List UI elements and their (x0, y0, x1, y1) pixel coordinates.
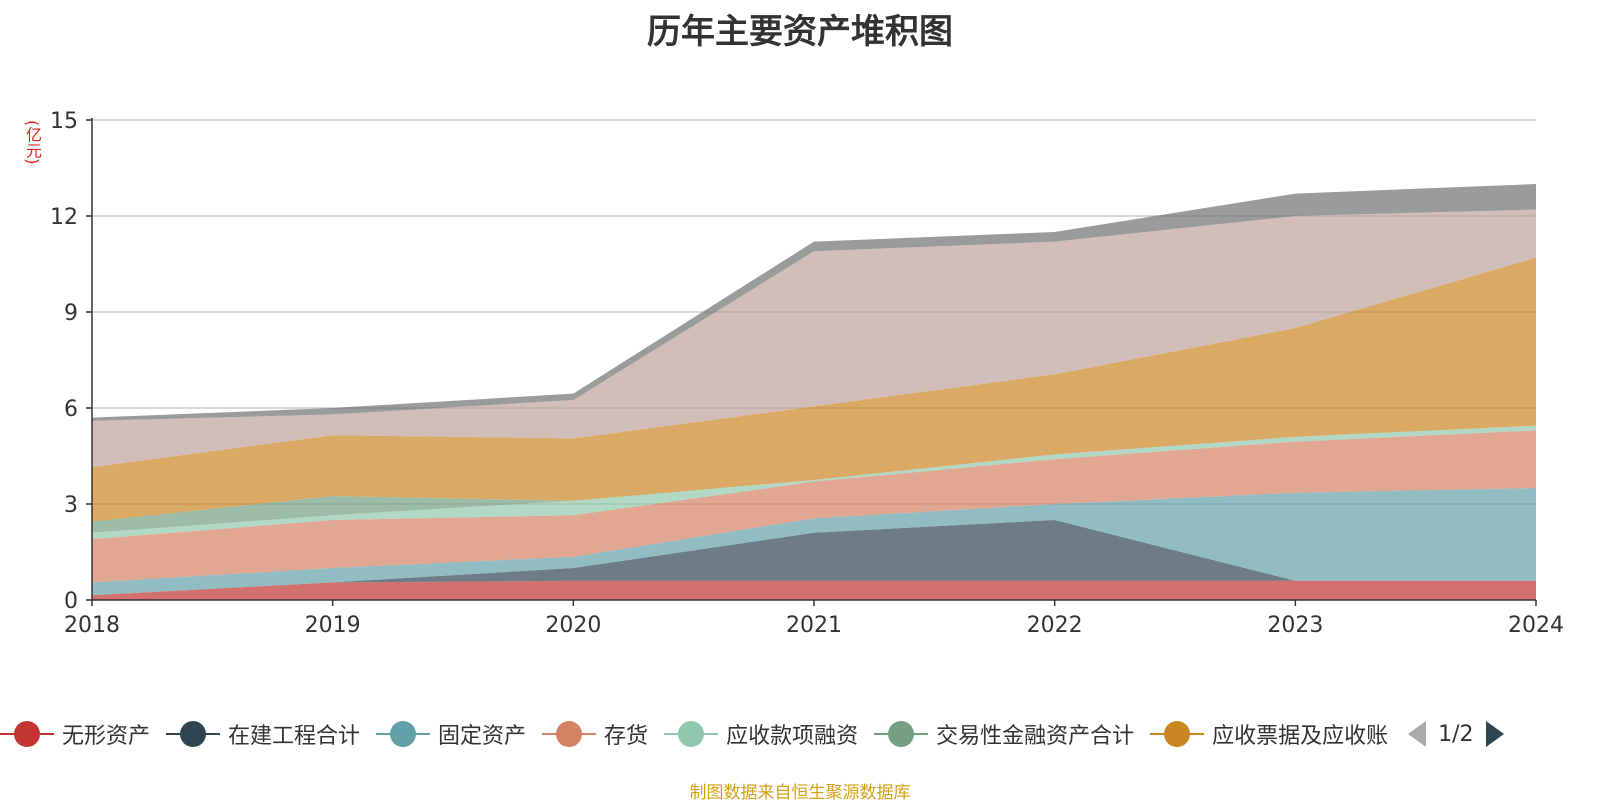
chart-legend: 无形资产 在建工程合计 固定资产 存货 应收款项融资 交易性金融资产合计 应收票据及应收账 … (0, 714, 1600, 754)
legend-item[interactable]: 交易性金融资产合计 (874, 718, 1134, 750)
y-tick-label: 0 (64, 589, 78, 614)
series-area-4 (92, 425, 1536, 540)
legend-item[interactable]: 应收票据及应收账 (1150, 718, 1388, 750)
y-tick-label: 6 (64, 397, 78, 422)
legend-label: 无形资产 (62, 724, 151, 749)
y-tick-label: 15 (50, 109, 78, 134)
legend-marker-icon (0, 721, 54, 747)
x-tick-label: 2020 (545, 613, 601, 638)
stacked-area-chart: 0 3 6 9 12 15 2018 2019 2020 2021 2022 2023 2024 (50, 109, 1564, 638)
source-note: 制图数据来自恒生聚源数据库 (689, 783, 911, 803)
y-axis-unit-label: (亿元) (23, 120, 42, 165)
legend-label: 应收票据及应收账 (1212, 724, 1389, 749)
legend-marker-icon (664, 721, 719, 747)
x-tick-label: 2018 (64, 613, 120, 638)
x-tick-label: 2023 (1267, 613, 1323, 638)
chart-title: 历年主要资产堆积图 (647, 12, 953, 52)
series-area-3 (92, 430, 1536, 583)
legend-label: 存货 (604, 724, 649, 749)
series-area-8 (92, 184, 1536, 421)
series-area-1 (92, 520, 1536, 596)
x-tick-label: 2022 (1027, 613, 1083, 638)
legend-item[interactable]: 存货 (542, 718, 648, 750)
y-tick-label: 3 (64, 493, 78, 518)
legend-label: 在建工程合计 (228, 724, 361, 749)
legend-prev-page-icon[interactable] (1408, 721, 1427, 747)
legend-item[interactable]: 应收款项融资 (664, 718, 858, 750)
legend-label: 应收款项融资 (726, 724, 859, 749)
legend-marker-icon (874, 721, 929, 747)
series-area-7 (92, 209, 1536, 468)
series-area-2 (92, 488, 1536, 596)
legend-pager: 1/2 (1408, 721, 1504, 747)
legend-marker-icon (376, 721, 431, 747)
legend-marker-icon (1150, 721, 1205, 747)
legend-marker-icon (542, 721, 597, 747)
y-tick-label: 12 (50, 205, 78, 230)
series-area-5 (92, 425, 1536, 533)
x-tick-label: 2024 (1508, 613, 1564, 638)
legend-next-page-icon[interactable] (1485, 721, 1504, 747)
legend-item[interactable]: 在建工程合计 (166, 718, 360, 750)
legend-marker-icon (166, 721, 221, 747)
legend-label: 交易性金融资产合计 (936, 724, 1135, 749)
y-tick-label: 9 (64, 301, 78, 326)
x-tick-label: 2021 (786, 613, 842, 638)
legend-page-indicator: 1/2 (1438, 721, 1474, 747)
series-area-0 (92, 580, 1536, 600)
x-tick-label: 2019 (305, 613, 361, 638)
series-area-6 (92, 257, 1536, 522)
legend-label: 固定资产 (438, 724, 527, 749)
legend-item[interactable]: 固定资产 (376, 718, 526, 750)
legend-item[interactable]: 无形资产 (0, 718, 150, 750)
